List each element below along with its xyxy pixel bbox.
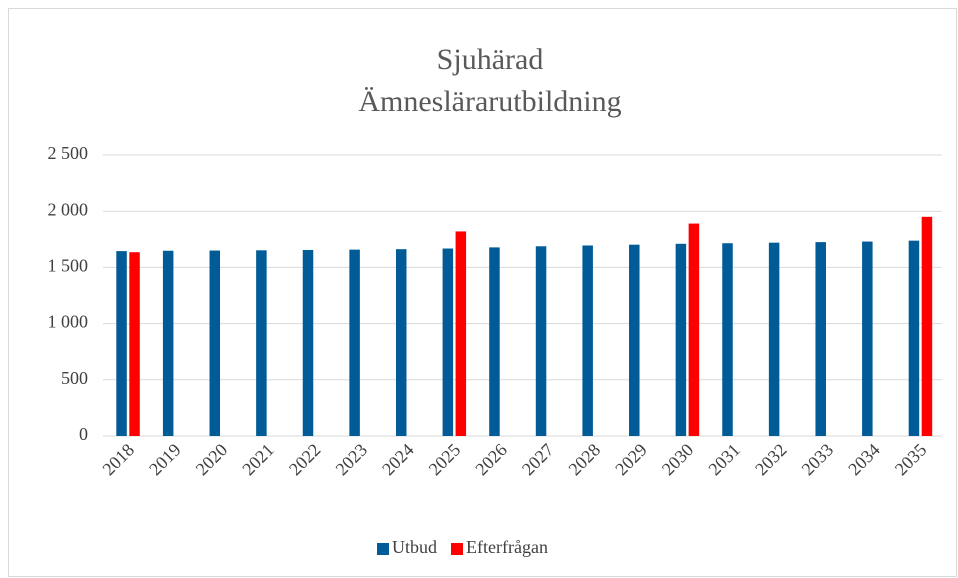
- bar: [629, 244, 640, 436]
- bar: [209, 250, 221, 436]
- y-tick-label: 2 500: [48, 143, 89, 163]
- bar: [688, 223, 700, 436]
- bar: [442, 248, 454, 436]
- bar: [768, 242, 780, 436]
- bar: [116, 251, 127, 436]
- bar: [675, 243, 687, 436]
- bar: [535, 246, 547, 436]
- bar: [908, 240, 920, 436]
- legend-swatch: [377, 543, 389, 555]
- chart-subtitle: Ämneslärarutbildning: [358, 85, 621, 118]
- bar: [349, 249, 360, 436]
- bar: [489, 247, 500, 436]
- bar: [129, 252, 140, 436]
- y-tick-label: 1 000: [48, 312, 89, 332]
- y-tick-label: 2 000: [48, 199, 89, 219]
- bar: [722, 243, 733, 436]
- bar: [455, 231, 467, 436]
- bar: [395, 249, 407, 436]
- legend-label: Efterfrågan: [466, 537, 548, 557]
- bar: [302, 249, 314, 436]
- chart-title: Sjuhärad: [437, 43, 544, 76]
- legend-label: Utbud: [392, 537, 437, 557]
- bar: [256, 250, 267, 436]
- y-tick-label: 0: [79, 424, 88, 444]
- bar: [815, 242, 826, 436]
- y-tick-label: 500: [61, 368, 88, 388]
- bar: [862, 241, 873, 436]
- y-tick-label: 1 500: [48, 256, 89, 276]
- legend-swatch: [451, 543, 463, 555]
- bar: [921, 216, 933, 436]
- bar: [162, 250, 174, 436]
- bar: [582, 245, 593, 436]
